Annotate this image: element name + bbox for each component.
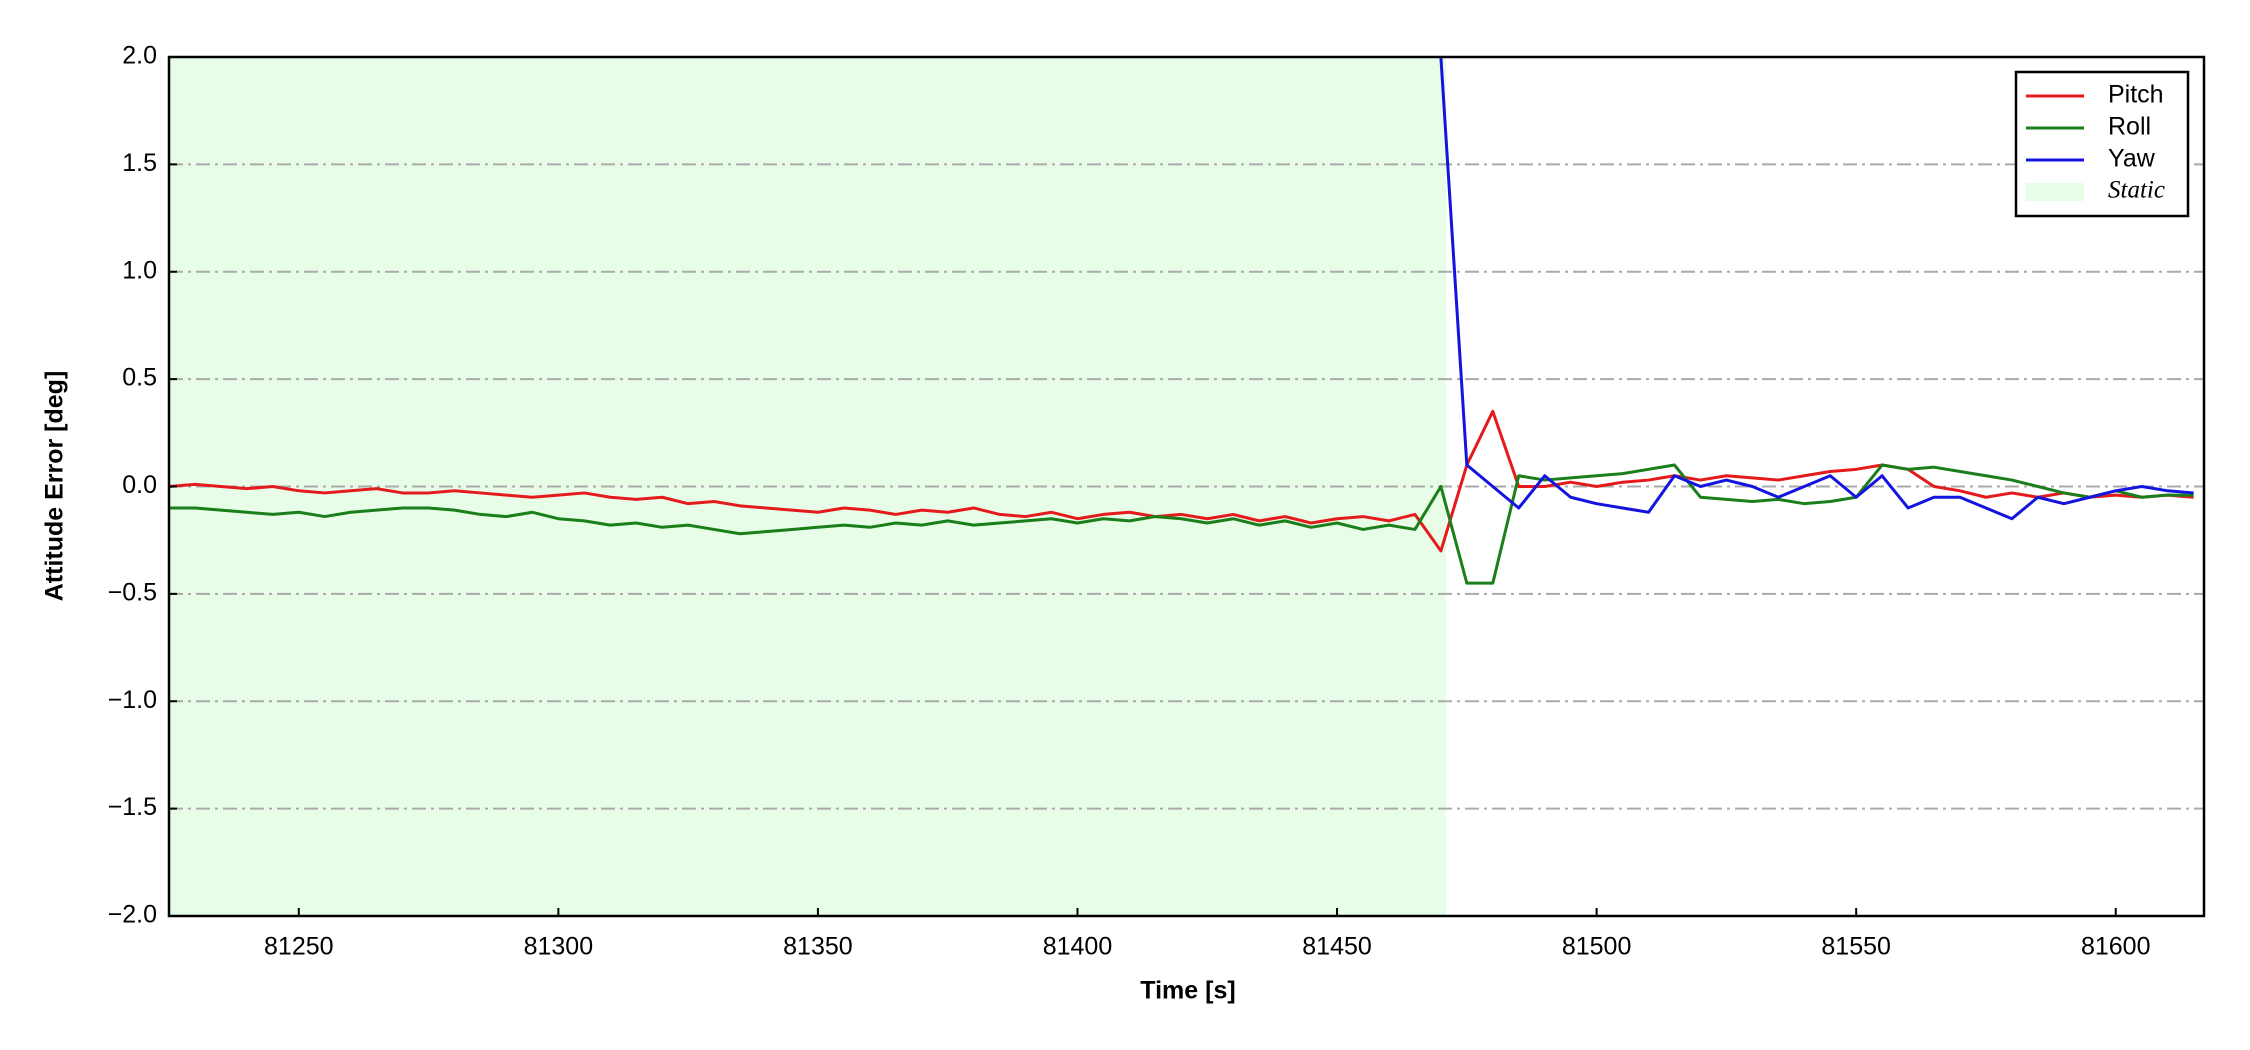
- y-tick-label: −0.5: [108, 578, 157, 606]
- y-tick-label: −2.0: [108, 901, 157, 929]
- x-tick-label: 81500: [1562, 933, 1632, 961]
- y-tick-label: −1.5: [108, 793, 157, 821]
- plot-area: [169, 57, 2204, 916]
- y-tick-label: 1.5: [122, 149, 157, 177]
- x-tick-label: 81550: [1821, 933, 1891, 961]
- y-tick-label: −1.0: [108, 686, 157, 714]
- legend-label: Yaw: [2108, 145, 2156, 173]
- x-tick-label: 81300: [524, 933, 594, 961]
- y-axis-label: Attitude Error [deg]: [41, 371, 69, 602]
- x-tick-label: 81600: [2081, 933, 2151, 961]
- y-tick-label: 0.5: [122, 364, 157, 392]
- plot-frame: [167, 55, 2206, 918]
- x-axis-label: Time [s]: [1140, 977, 1235, 1005]
- x-tick-label: 81400: [1043, 933, 1113, 961]
- x-tick-label: 81250: [264, 933, 334, 961]
- series-line: [169, 409, 2194, 553]
- legend: Pitch Roll Yaw Static: [2014, 70, 2190, 218]
- x-tick-label: 81350: [783, 933, 853, 961]
- y-tick-label: 1.0: [122, 256, 157, 284]
- x-tick-label: 81450: [1302, 933, 1372, 961]
- legend-label: Pitch: [2108, 81, 2164, 109]
- series-line: [1439, 57, 2194, 521]
- legend-label: Roll: [2108, 113, 2151, 141]
- y-tick-label: 2.0: [122, 42, 157, 70]
- y-tick-label: 0.0: [122, 471, 157, 499]
- legend-swatch: [2026, 183, 2084, 201]
- legend-label: Static: [2108, 177, 2165, 204]
